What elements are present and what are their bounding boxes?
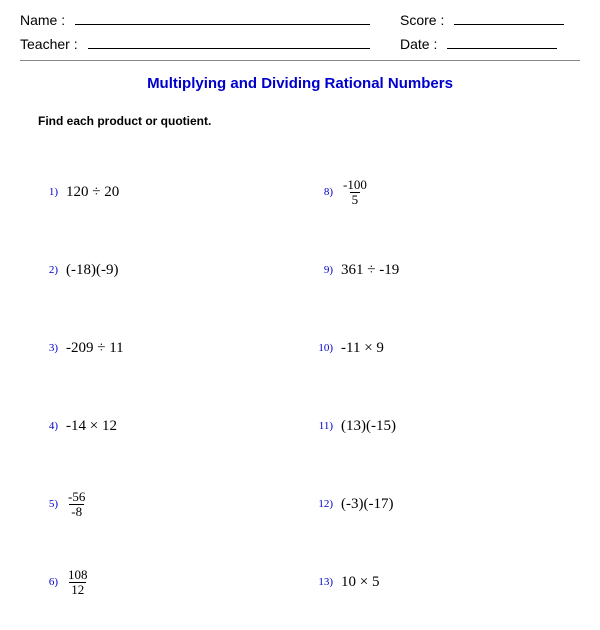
problem-row: 4)-14 × 12 — [30, 387, 305, 465]
teacher-blank — [88, 34, 370, 49]
problem-row: 1)120 ÷ 20 — [30, 153, 305, 231]
fraction: -56-8 — [66, 490, 87, 518]
problem-expression: -56-8 — [66, 490, 87, 518]
problem-expression: 120 ÷ 20 — [66, 184, 119, 201]
problem-row: 11)(13)(-15) — [305, 387, 580, 465]
problem-expression: -209 ÷ 11 — [66, 340, 124, 357]
problem-number: 2) — [30, 264, 66, 276]
date-label: Date : — [400, 36, 437, 52]
header-rule — [20, 60, 580, 61]
fraction: 10812 — [66, 568, 90, 596]
problem-expression: 10 × 5 — [341, 574, 379, 591]
problem-expression: (-3)(-17) — [341, 496, 393, 513]
date-blank — [447, 34, 557, 49]
fraction-numerator: 108 — [66, 568, 90, 582]
score-label: Score : — [400, 12, 444, 28]
problems-left-column: 1)120 ÷ 202)(-18)(-9)3)-209 ÷ 114)-14 × … — [20, 153, 305, 621]
fraction-denominator: 12 — [69, 582, 86, 597]
problem-expression: (13)(-15) — [341, 418, 396, 435]
problem-row: 9)361 ÷ -19 — [305, 231, 580, 309]
worksheet-page: Name : Score : Teacher : Date : Multiply… — [0, 0, 600, 621]
problem-number: 8) — [305, 186, 341, 198]
problem-number: 13) — [305, 576, 341, 588]
problem-row: 2)(-18)(-9) — [30, 231, 305, 309]
problem-row: 5)-56-8 — [30, 465, 305, 543]
problems-container: 1)120 ÷ 202)(-18)(-9)3)-209 ÷ 114)-14 × … — [20, 153, 580, 621]
header-row-2: Teacher : Date : — [20, 34, 580, 52]
fraction-numerator: -100 — [341, 178, 369, 192]
name-field: Name : — [20, 10, 370, 28]
problem-number: 3) — [30, 342, 66, 354]
problem-expression: -14 × 12 — [66, 418, 117, 435]
problem-row: 8)-1005 — [305, 153, 580, 231]
problem-number: 4) — [30, 420, 66, 432]
problem-expression: -1005 — [341, 178, 369, 206]
problem-number: 6) — [30, 576, 66, 588]
teacher-label: Teacher : — [20, 36, 78, 52]
problem-number: 5) — [30, 498, 66, 510]
problem-row: 3)-209 ÷ 11 — [30, 309, 305, 387]
score-field: Score : — [400, 10, 580, 28]
problem-number: 9) — [305, 264, 341, 276]
problem-expression: 10812 — [66, 568, 90, 596]
fraction: -1005 — [341, 178, 369, 206]
teacher-field: Teacher : — [20, 34, 370, 52]
problem-number: 10) — [305, 342, 341, 354]
problems-right-column: 8)-10059)361 ÷ -1910)-11 × 911)(13)(-15)… — [305, 153, 580, 621]
fraction-denominator: 5 — [350, 192, 361, 207]
problem-row: 12)(-3)(-17) — [305, 465, 580, 543]
date-field: Date : — [400, 34, 580, 52]
name-label: Name : — [20, 12, 65, 28]
name-blank — [75, 10, 370, 25]
score-blank — [454, 10, 564, 25]
header-row-1: Name : Score : — [20, 10, 580, 28]
problem-row: 10)-11 × 9 — [305, 309, 580, 387]
problem-number: 11) — [305, 420, 341, 432]
problem-row: 6)10812 — [30, 543, 305, 621]
problem-expression: (-18)(-9) — [66, 262, 118, 279]
problem-number: 1) — [30, 186, 66, 198]
problem-expression: -11 × 9 — [341, 340, 384, 357]
instructions: Find each product or quotient. — [38, 114, 580, 128]
page-title: Multiplying and Dividing Rational Number… — [20, 75, 580, 92]
fraction-denominator: -8 — [69, 504, 84, 519]
problem-number: 12) — [305, 498, 341, 510]
problem-expression: 361 ÷ -19 — [341, 262, 399, 279]
fraction-numerator: -56 — [66, 490, 87, 504]
problem-row: 13)10 × 5 — [305, 543, 580, 621]
